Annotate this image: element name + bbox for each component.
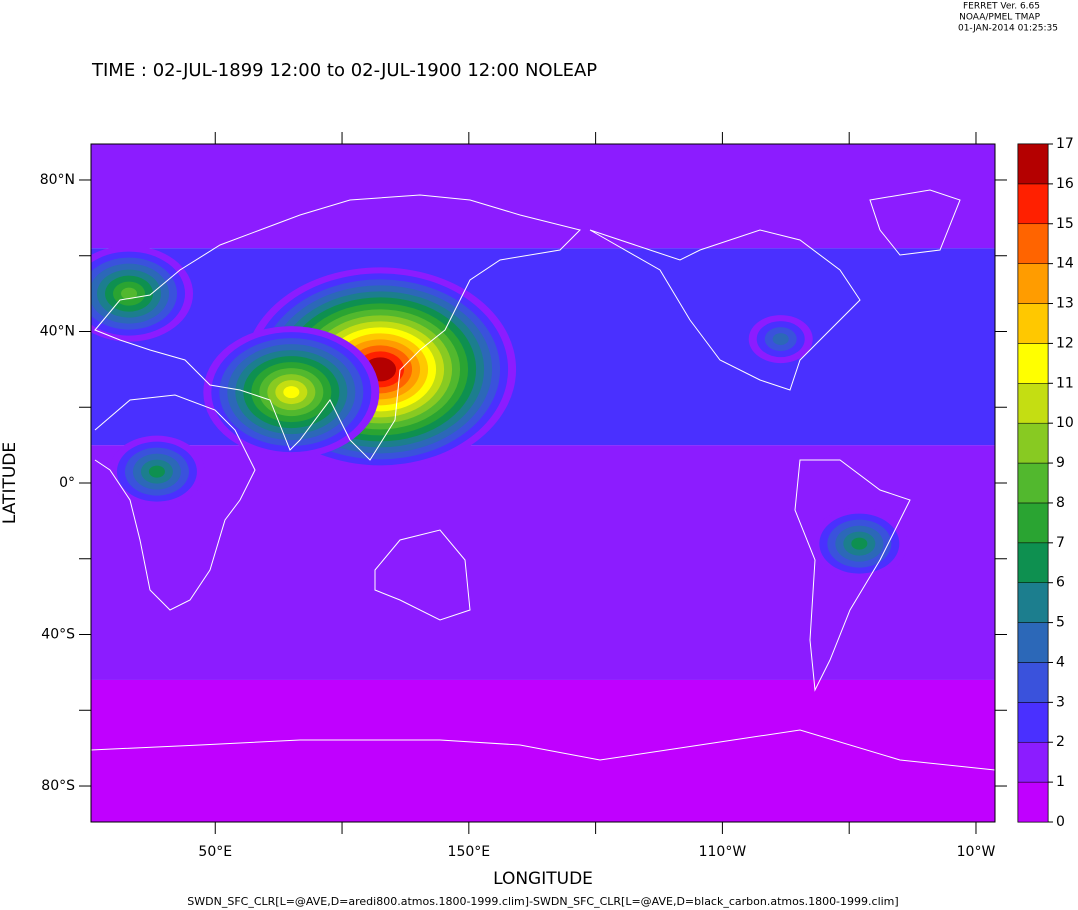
colorbar-label: 10 <box>1056 415 1074 431</box>
colorbar-label: 7 <box>1056 535 1065 551</box>
x-tick-label: 10°W <box>957 844 996 860</box>
x-tick-label: 50°E <box>198 844 232 860</box>
coastlines <box>91 189 995 771</box>
colorbar-swatch <box>1017 422 1049 464</box>
colorbar-label: 3 <box>1056 694 1065 710</box>
y-axis-label: LATITUDE <box>0 442 20 524</box>
colorbar-swatch <box>1017 383 1049 424</box>
colorbar-swatch <box>1017 702 1049 743</box>
colorbar-swatch <box>1017 662 1049 703</box>
colorbar-swatch <box>1017 183 1049 225</box>
colorbar-label: 13 <box>1056 296 1074 312</box>
colorbar-label: 6 <box>1056 575 1065 591</box>
hotspot <box>372 363 389 376</box>
coastline <box>589 229 861 391</box>
colorbar-label: 12 <box>1056 335 1074 351</box>
colorbar-label: 5 <box>1056 615 1065 631</box>
zonal-band <box>91 679 995 822</box>
y-tick-label: 40°N <box>40 323 75 339</box>
coastline <box>869 189 961 256</box>
y-tick-label: 40°S <box>41 627 75 643</box>
coastline <box>94 194 581 461</box>
colorbar-label: 2 <box>1056 734 1065 750</box>
hotspot <box>283 386 300 399</box>
colorbar-swatch <box>1017 622 1049 663</box>
colorbar-label: 0 <box>1056 814 1065 830</box>
header-line: 01-JAN-2014 01:25:35 <box>958 24 1058 34</box>
x-tick-label: 110°W <box>699 844 747 860</box>
colorbar-label: 14 <box>1056 256 1074 272</box>
zonal-band <box>91 144 995 249</box>
colorbar-label: 4 <box>1056 654 1065 670</box>
y-tick-label: 80°S <box>41 778 75 794</box>
colorbar-swatch <box>1017 303 1049 344</box>
hotspot <box>851 537 868 550</box>
header-line: FERRET Ver. 6.65 <box>963 2 1040 12</box>
colorbar-swatch <box>1017 343 1049 384</box>
coastline <box>94 394 256 611</box>
colorbar-label: 16 <box>1056 176 1074 192</box>
y-tick-label: 0° <box>59 475 75 491</box>
hotspot <box>772 333 789 346</box>
title: TIME : 02-JUL-1899 12:00 to 02-JUL-1900 … <box>91 60 597 81</box>
header-line: NOAA/PMEL TMAP <box>959 13 1040 23</box>
colorbar-swatch <box>1017 263 1049 304</box>
colorbar-label: 8 <box>1056 495 1065 511</box>
colorbar-swatch <box>1017 781 1049 823</box>
x-axis-label: LONGITUDE <box>493 869 593 889</box>
x-tick-label: 150°E <box>448 844 491 860</box>
coastline <box>91 729 995 771</box>
colorbar-label: 15 <box>1056 216 1074 232</box>
colorbar-swatch <box>1017 223 1049 264</box>
colorbar-swatch <box>1017 741 1049 783</box>
coastline <box>374 529 471 621</box>
hotspot <box>121 287 138 300</box>
coastline <box>794 459 911 692</box>
y-tick-label: 80°N <box>40 172 75 188</box>
colorbar-swatch <box>1017 143 1049 185</box>
colorbar-label: 17 <box>1056 136 1074 152</box>
colorbar-swatch <box>1017 582 1049 623</box>
colorbar-label: 9 <box>1056 455 1065 471</box>
colorbar-swatch <box>1017 462 1049 504</box>
colorbar-label: 1 <box>1056 774 1065 790</box>
footer: SWDN_SFC_CLR[L=@AVE,D=aredi800.atmos.180… <box>187 895 898 908</box>
colorbar-swatch <box>1017 502 1049 544</box>
hotspot <box>148 465 165 478</box>
field <box>91 144 995 822</box>
colorbar-swatch <box>1017 542 1049 583</box>
colorbar-label: 11 <box>1056 375 1074 391</box>
